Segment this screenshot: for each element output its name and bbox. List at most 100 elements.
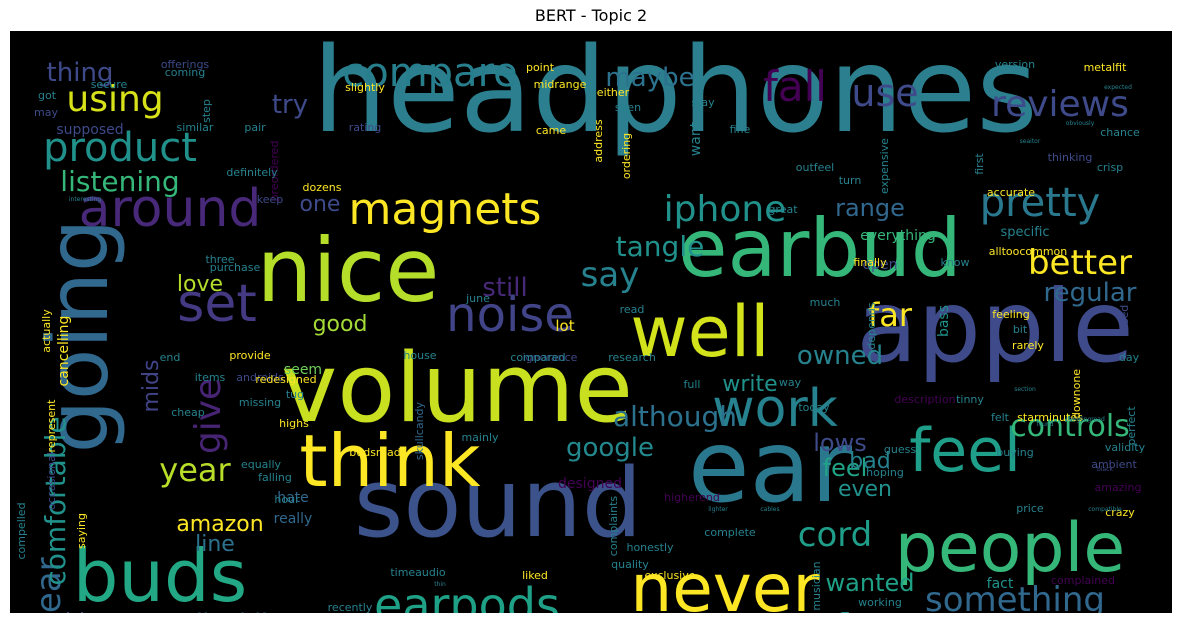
- word-want: want: [688, 121, 704, 156]
- word-reviews: reviews: [991, 84, 1129, 125]
- word-saying: saying: [75, 513, 88, 549]
- word-specific: specific: [1000, 225, 1049, 240]
- word-timeaudio: timeaudio: [390, 566, 446, 579]
- word-even: even: [838, 477, 892, 502]
- word-apple: apple: [856, 268, 1134, 385]
- word-iphone: iphone: [664, 189, 787, 230]
- word-amazing: amazing: [1095, 481, 1142, 494]
- word-supposed: supposed: [56, 122, 123, 138]
- word-hate: hate: [277, 490, 309, 506]
- word-line: line: [195, 532, 235, 557]
- word-bad: bad: [849, 449, 890, 474]
- word-keep: keep: [257, 193, 284, 206]
- word-maybe: maybe: [605, 63, 694, 93]
- word-one: one: [300, 192, 341, 217]
- word-mids: mids: [139, 360, 164, 413]
- word-seaitor: seaitor: [1020, 138, 1041, 145]
- word-read: read: [620, 303, 645, 316]
- word-better: better: [1028, 243, 1132, 283]
- word-similar: similar: [177, 121, 214, 134]
- word-controls: controls: [1010, 409, 1130, 444]
- word-ambient: ambient: [1091, 458, 1137, 471]
- word-compared: compared: [510, 351, 565, 364]
- cloud-background: [10, 31, 1172, 613]
- word-headphones: headphones: [312, 31, 1037, 159]
- word-rating: rating: [349, 121, 382, 134]
- word-good: good: [313, 312, 368, 337]
- word-write: write: [722, 372, 777, 397]
- word-expected: expected: [1104, 84, 1132, 91]
- word-around: around: [79, 179, 262, 239]
- word-liked: liked: [522, 569, 548, 582]
- word-tug: tug: [286, 388, 304, 401]
- word-description: description: [894, 393, 955, 406]
- word-items: items: [195, 371, 226, 384]
- word-going: going: [29, 219, 127, 454]
- word-way: way: [779, 376, 802, 389]
- word-first: first: [973, 153, 986, 175]
- word-never: never: [630, 550, 820, 613]
- word-compatible: compatible: [1088, 506, 1122, 513]
- word-crisp: crisp: [1097, 161, 1123, 174]
- word-metalfit: metalfit: [1084, 61, 1128, 74]
- word-house: house: [403, 349, 436, 362]
- word-feeling: feeling: [992, 308, 1029, 321]
- word-cord: cord: [798, 515, 872, 555]
- word-open: open: [863, 257, 898, 273]
- word-actually: actually: [40, 309, 53, 353]
- word-product: product: [43, 125, 197, 171]
- word-working: working: [858, 596, 902, 609]
- word-able: able: [51, 610, 98, 613]
- word-research: research: [608, 351, 656, 364]
- word-got: got: [38, 89, 57, 102]
- word-year: year: [159, 451, 231, 489]
- word-sound: sound: [354, 449, 642, 559]
- word-seem: seem: [284, 362, 322, 378]
- word-tinny: tinny: [956, 393, 984, 406]
- word-love: love: [177, 272, 223, 297]
- word-depends: depends: [865, 302, 878, 349]
- word-earpods: earpods: [374, 578, 560, 613]
- word-seen: seen: [615, 101, 641, 114]
- word-tangle: tangle: [616, 230, 705, 263]
- word-flat: flat: [837, 610, 873, 613]
- word-today: today: [798, 401, 830, 414]
- word-point: point: [526, 61, 555, 74]
- word-exclusive: exclusive: [644, 569, 695, 582]
- word-definitely: definitely: [226, 166, 278, 179]
- word-thinking: thinking: [1048, 151, 1093, 164]
- word-feel: feel: [909, 416, 1021, 486]
- word-hoping: hoping: [866, 466, 904, 479]
- word-lighter: lighter: [708, 506, 728, 513]
- word-used: used: [1118, 305, 1131, 331]
- word-pair: pair: [244, 121, 266, 134]
- word-cancelling: cancelling: [56, 316, 72, 387]
- word-address: address: [592, 119, 605, 162]
- word-fact: fact: [987, 576, 1014, 592]
- word-dozens: dozens: [303, 181, 342, 194]
- word-complete: complete: [704, 526, 756, 539]
- word-mainly: mainly: [461, 431, 499, 444]
- word-version: version: [995, 58, 1035, 71]
- word-chance: chance: [1100, 126, 1140, 139]
- word-perfect: perfect: [1125, 406, 1138, 446]
- word-hear: hear: [29, 557, 69, 613]
- word-far: far: [868, 296, 913, 334]
- word-try: try: [272, 90, 308, 120]
- word-offerings: offerings: [161, 58, 210, 71]
- word-purchased: purchased: [831, 611, 888, 613]
- word-budsread: budsread: [349, 446, 400, 459]
- word-thin: thin: [434, 581, 446, 588]
- word-price: price: [1016, 502, 1044, 515]
- word-came: came: [536, 124, 567, 137]
- word-amazon: amazon: [176, 512, 263, 537]
- word-feel: feel: [823, 454, 868, 482]
- word-compelled: compelled: [15, 502, 28, 559]
- word-regular: regular: [1044, 278, 1137, 308]
- word-everything: everything: [860, 228, 936, 244]
- word-downone: downone: [1070, 369, 1083, 419]
- word-finally: finally: [853, 256, 887, 269]
- word-crazy: crazy: [1105, 506, 1135, 519]
- word-step: step: [200, 99, 213, 123]
